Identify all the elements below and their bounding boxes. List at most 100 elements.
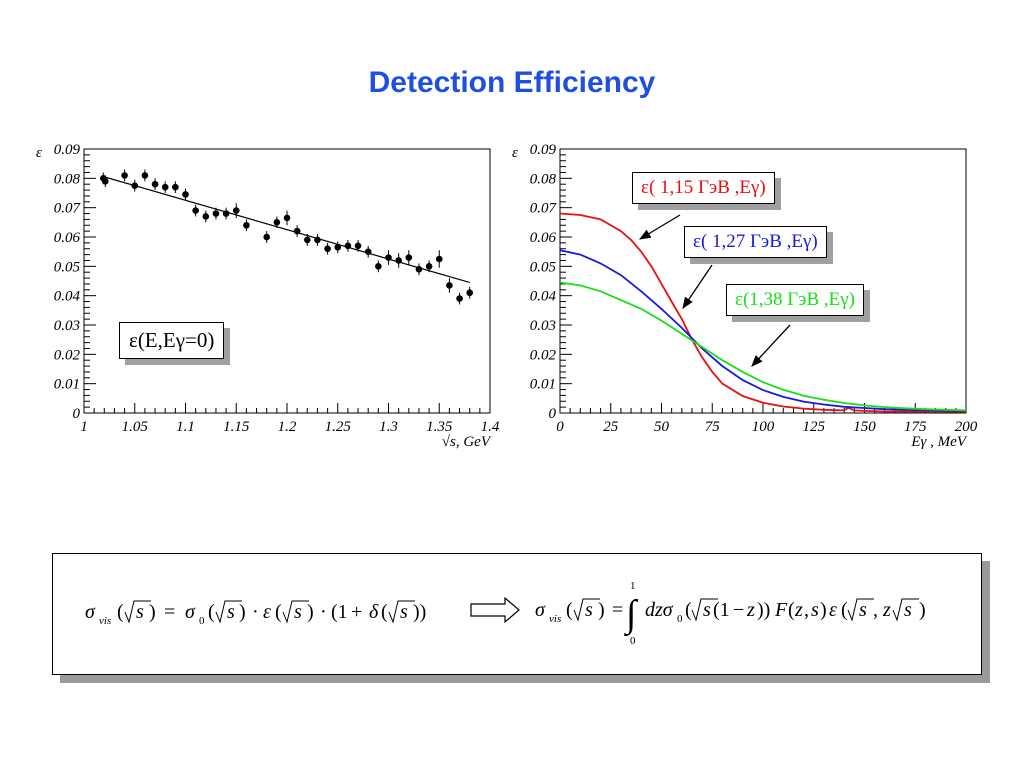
data-point (273, 219, 281, 226)
svg-text:vis: vis (99, 615, 111, 627)
left-x-tick-label: 1.05 (122, 419, 149, 435)
data-point (425, 263, 433, 270)
svg-text:)): )) (413, 601, 426, 623)
data-point (263, 233, 271, 241)
left-y-tick-label: 0.02 (54, 347, 81, 363)
formula-left: σ vis ( s ) = σ 0 ( s ) · ε ( s ) · ( (85, 600, 426, 627)
left-y-tick-label: 0.04 (54, 289, 81, 305)
data-point (324, 245, 331, 253)
right-y-tick-label: 0.06 (530, 230, 557, 246)
data-point (385, 254, 392, 261)
svg-text:−: − (733, 599, 744, 621)
svg-text:(: ( (117, 601, 124, 623)
svg-text:(1: (1 (713, 599, 730, 621)
data-point (192, 207, 199, 214)
left-x-tick-label: 1.15 (223, 419, 250, 435)
data-point (121, 172, 128, 179)
svg-text:s: s (904, 599, 912, 621)
right-x-tick-label: 175 (904, 419, 927, 435)
data-point (293, 227, 301, 235)
svg-text:0: 0 (677, 613, 683, 625)
svg-text:s: s (585, 599, 593, 621)
data-point (283, 214, 291, 222)
left-x-tick-label: 1.2 (278, 419, 297, 435)
data-point (172, 183, 179, 191)
formula-equations: σ vis ( s ) = σ 0 ( s ) · ε ( s ) · ( (85, 580, 926, 647)
svg-text:ε: ε (829, 599, 837, 621)
svg-text:(: ( (685, 599, 692, 621)
data-point (405, 254, 413, 261)
data-point (182, 191, 189, 198)
implies-arrow-icon (470, 596, 520, 624)
left-x-tick-label: 1.25 (325, 419, 352, 435)
right-y-axis-label: ε (512, 145, 518, 161)
data-point (304, 236, 311, 244)
data-point (102, 177, 109, 185)
data-point (354, 242, 362, 250)
data-point (141, 172, 149, 179)
left-legend-box: ε(E,Eγ=0) (119, 322, 225, 359)
svg-text:s: s (136, 601, 144, 623)
data-point (395, 257, 402, 264)
legend-blue-box: ε( 1,27 ГэВ ,Eγ) (684, 226, 827, 258)
series-red-line (559, 212, 967, 413)
svg-text:): ) (598, 599, 605, 621)
left-x-tick-label: 1.1 (176, 419, 195, 435)
left-legend-label: ε(E,Eγ=0) (129, 328, 215, 352)
svg-text:∫: ∫ (624, 593, 639, 637)
left-plot-frame (83, 148, 491, 414)
callout-arrows (638, 214, 791, 367)
right-x-tick-label: 50 (654, 419, 670, 435)
svg-text:σ: σ (185, 601, 196, 623)
data-point (161, 183, 169, 191)
left-y-tick-label: 0.06 (54, 230, 81, 246)
left-y-tick-label: 0 (73, 406, 81, 422)
svg-text:s: s (400, 601, 408, 623)
left-x-tick-label: 1.4 (481, 419, 500, 435)
svg-text:s: s (811, 599, 819, 621)
left-x-tick-label: 1.35 (426, 419, 453, 435)
right-x-tick-label: 100 (752, 419, 775, 435)
svg-text:): ) (919, 599, 926, 621)
data-point (314, 236, 321, 244)
svg-text:=: = (164, 601, 175, 623)
legend-red-label: ε( 1,15 ГэВ ,Eγ) (641, 177, 766, 198)
data-point (334, 243, 342, 251)
right-x-tick-label: 25 (603, 419, 619, 435)
svg-text:)): )) (757, 599, 770, 621)
svg-text:): ) (820, 599, 827, 621)
svg-text:(: ( (381, 601, 388, 623)
left-x-tick-label: 1 (80, 419, 88, 435)
data-point (212, 210, 220, 217)
svg-text:=: = (612, 599, 623, 621)
svg-text:+: + (351, 601, 362, 623)
data-point (415, 265, 423, 273)
data-point (131, 182, 139, 189)
red-callout-arrow (638, 214, 681, 240)
left-x-axis-label: √s, GeV (442, 434, 492, 450)
formula-box: σ vis ( s ) = σ 0 ( s ) · ε ( s ) · ( (52, 553, 982, 675)
svg-text:F: F (774, 599, 788, 621)
data-point (364, 248, 372, 255)
data-point (375, 263, 382, 270)
svg-text:ε: ε (263, 601, 271, 623)
svg-text:s: s (703, 599, 711, 621)
left-y-tick-label: 0.01 (54, 377, 80, 393)
right-y-tick-label: 0.03 (530, 318, 556, 334)
data-point (232, 207, 240, 214)
svg-text:): ) (307, 601, 314, 623)
data-point (151, 180, 159, 188)
svg-text:·: · (252, 601, 259, 623)
right-x-tick-label: 150 (853, 419, 876, 435)
svg-text:s: s (859, 599, 867, 621)
svg-text:0: 0 (199, 615, 205, 627)
svg-text:1: 1 (630, 580, 636, 592)
left-efficiency-chart: 1 1.05 1.1 1.15 1.2 1.25 1.3 1.35 1.4 0 0.01 0.02 0.… (36, 142, 500, 450)
data-point (202, 213, 210, 220)
svg-text:σ: σ (535, 599, 546, 621)
svg-text:dzσ: dzσ (645, 599, 674, 621)
svg-text:z: z (882, 599, 891, 621)
right-y-tick-label: 0.01 (530, 377, 556, 393)
svg-text:,: , (804, 599, 809, 621)
right-x-tick-label: 75 (705, 419, 721, 435)
